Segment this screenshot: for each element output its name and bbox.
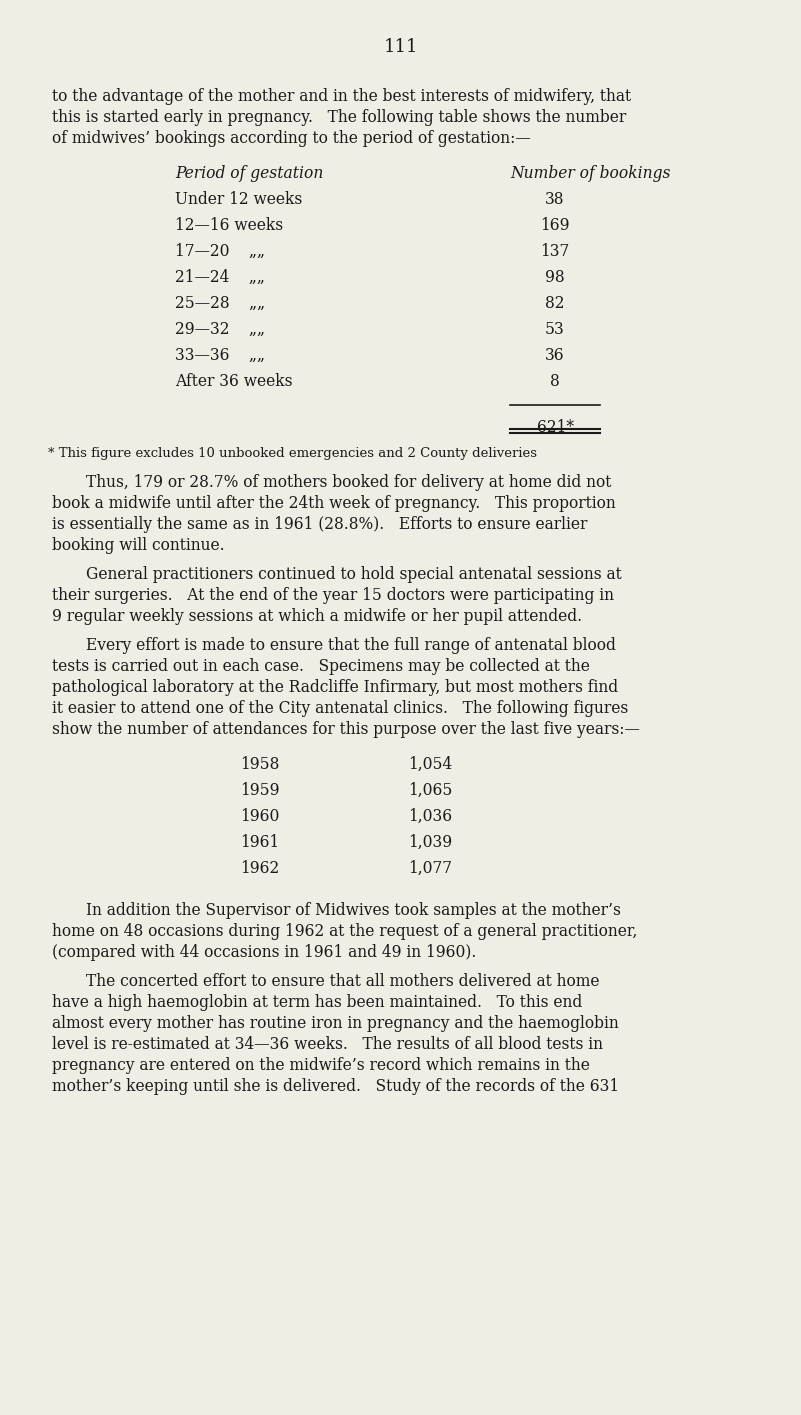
Text: Period of gestation: Period of gestation	[175, 166, 324, 183]
Text: show the number of attendances for this purpose over the last five years:—: show the number of attendances for this …	[52, 722, 640, 739]
Text: pathological laboratory at the Radcliffe Infirmary, but most mothers find: pathological laboratory at the Radcliffe…	[52, 679, 618, 696]
Text: 111: 111	[383, 38, 418, 57]
Text: 12—16 weeks: 12—16 weeks	[175, 216, 283, 233]
Text: 1,036: 1,036	[408, 808, 452, 825]
Text: booking will continue.: booking will continue.	[52, 538, 224, 555]
Text: (compared with 44 occasions in 1961 and 49 in 1960).: (compared with 44 occasions in 1961 and …	[52, 944, 477, 961]
Text: Under 12 weeks: Under 12 weeks	[175, 191, 302, 208]
Text: tests is carried out in each case.   Specimens may be collected at the: tests is carried out in each case. Speci…	[52, 658, 590, 675]
Text: General practitioners continued to hold special antenatal sessions at: General practitioners continued to hold …	[86, 566, 622, 583]
Text: 8: 8	[550, 374, 560, 391]
Text: 1,039: 1,039	[408, 833, 452, 850]
Text: 1,077: 1,077	[408, 860, 452, 877]
Text: 137: 137	[541, 243, 570, 260]
Text: mother’s keeping until she is delivered.   Study of the records of the 631: mother’s keeping until she is delivered.…	[52, 1078, 619, 1095]
Text: book a midwife until after the 24th week of pregnancy.   This proportion: book a midwife until after the 24th week…	[52, 495, 616, 512]
Text: 1958: 1958	[240, 756, 280, 773]
Text: 82: 82	[545, 294, 565, 311]
Text: this is started early in pregnancy.   The following table shows the number: this is started early in pregnancy. The …	[52, 109, 626, 126]
Text: 169: 169	[540, 216, 570, 233]
Text: almost every mother has routine iron in pregnancy and the haemoglobin: almost every mother has routine iron in …	[52, 1015, 618, 1032]
Text: level is re-estimated at 34—36 weeks.   The results of all blood tests in: level is re-estimated at 34—36 weeks. Th…	[52, 1036, 603, 1053]
Text: home on 48 occasions during 1962 at the request of a general practitioner,: home on 48 occasions during 1962 at the …	[52, 923, 638, 940]
Text: 17—20    „„: 17—20 „„	[175, 243, 265, 260]
Text: 29—32    „„: 29—32 „„	[175, 321, 265, 338]
Text: have a high haemoglobin at term has been maintained.   To this end: have a high haemoglobin at term has been…	[52, 993, 582, 1010]
Text: 33—36    „„: 33—36 „„	[175, 347, 265, 364]
Text: 1959: 1959	[240, 782, 280, 799]
Text: 1,054: 1,054	[408, 756, 452, 773]
Text: 38: 38	[545, 191, 565, 208]
Text: Number of bookings: Number of bookings	[510, 166, 670, 183]
Text: 9 regular weekly sessions at which a midwife or her pupil attended.: 9 regular weekly sessions at which a mid…	[52, 608, 582, 625]
Text: 1960: 1960	[240, 808, 280, 825]
Text: it easier to attend one of the City antenatal clinics.   The following figures: it easier to attend one of the City ante…	[52, 700, 628, 717]
Text: 1962: 1962	[240, 860, 280, 877]
Text: 621*: 621*	[537, 419, 574, 436]
Text: of midwives’ bookings according to the period of gestation:—: of midwives’ bookings according to the p…	[52, 130, 531, 147]
Text: their surgeries.   At the end of the year 15 doctors were participating in: their surgeries. At the end of the year …	[52, 587, 614, 604]
Text: 1,065: 1,065	[408, 782, 453, 799]
Text: is essentially the same as in 1961 (28.8%).   Efforts to ensure earlier: is essentially the same as in 1961 (28.8…	[52, 516, 587, 533]
Text: 25—28    „„: 25—28 „„	[175, 294, 265, 311]
Text: The concerted effort to ensure that all mothers delivered at home: The concerted effort to ensure that all …	[86, 974, 599, 990]
Text: 36: 36	[545, 347, 565, 364]
Text: After 36 weeks: After 36 weeks	[175, 374, 292, 391]
Text: Thus, 179 or 28.7% of mothers booked for delivery at home did not: Thus, 179 or 28.7% of mothers booked for…	[86, 474, 611, 491]
Text: Every effort is made to ensure that the full range of antenatal blood: Every effort is made to ensure that the …	[86, 637, 616, 654]
Text: to the advantage of the mother and in the best interests of midwifery, that: to the advantage of the mother and in th…	[52, 88, 631, 105]
Text: pregnancy are entered on the midwife’s record which remains in the: pregnancy are entered on the midwife’s r…	[52, 1057, 590, 1074]
Text: 1961: 1961	[240, 833, 280, 850]
Text: In addition the Supervisor of Midwives took samples at the mother’s: In addition the Supervisor of Midwives t…	[86, 901, 621, 918]
Text: 53: 53	[545, 321, 565, 338]
Text: 21—24    „„: 21—24 „„	[175, 269, 265, 286]
Text: 98: 98	[545, 269, 565, 286]
Text: * This figure excludes 10 unbooked emergencies and 2 County deliveries: * This figure excludes 10 unbooked emerg…	[48, 447, 537, 460]
